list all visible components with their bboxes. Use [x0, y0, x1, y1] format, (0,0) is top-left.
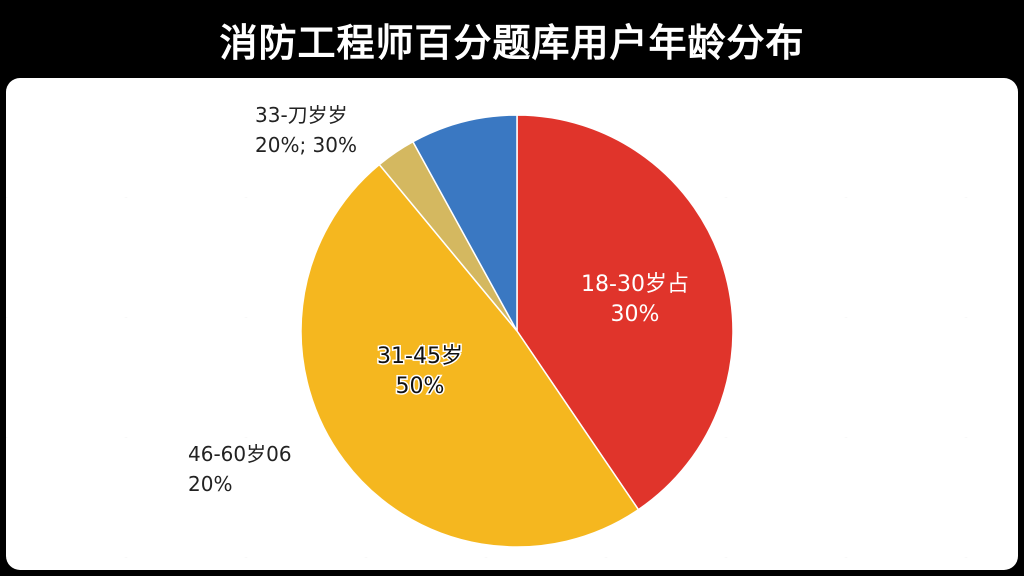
- slice-label-3-line-1: 46-60岁06: [188, 442, 292, 466]
- slice-label-4-line-2: 20%; 30%: [255, 133, 357, 157]
- pie-slice-5: [411, 114, 518, 332]
- chart-title: 消防工程师百分题库用户年龄分布: [0, 0, 1024, 78]
- slice-label-2-line-2: 50%: [396, 374, 445, 399]
- slice-label-1-line-1: 18-30岁占: [581, 272, 689, 297]
- slice-label-4-line-1: 33-刀岁岁: [255, 103, 348, 127]
- slice-label-2-line-1: 31-45岁: [377, 344, 463, 369]
- slice-label-3-line-2: 20%: [188, 472, 232, 496]
- pie-slice-1: [516, 114, 734, 511]
- pie-slice-2: [300, 163, 640, 548]
- slice-label-1-line-2: 30%: [611, 302, 660, 327]
